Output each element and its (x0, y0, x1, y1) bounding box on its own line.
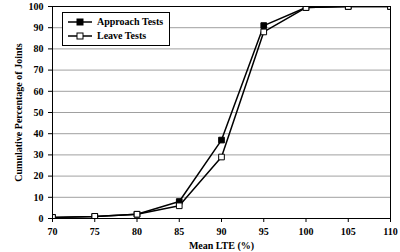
svg-text:105: 105 (341, 226, 356, 237)
svg-text:75: 75 (90, 226, 100, 237)
svg-text:100: 100 (29, 1, 44, 12)
svg-text:80: 80 (34, 43, 44, 54)
svg-text:60: 60 (34, 86, 44, 97)
svg-text:110: 110 (383, 226, 397, 237)
svg-text:30: 30 (34, 149, 44, 160)
svg-text:0: 0 (39, 213, 44, 224)
svg-text:85: 85 (174, 226, 184, 237)
svg-text:70: 70 (34, 64, 44, 75)
svg-text:20: 20 (34, 170, 44, 181)
svg-text:Cumulative Percentage of Joint: Cumulative Percentage of Joints (13, 43, 24, 182)
svg-text:Mean LTE (%): Mean LTE (%) (189, 240, 254, 252)
svg-text:70: 70 (48, 226, 58, 237)
svg-text:10: 10 (34, 192, 44, 203)
svg-text:100: 100 (299, 226, 314, 237)
svg-text:90: 90 (34, 22, 44, 33)
svg-text:40: 40 (34, 128, 44, 139)
svg-text:95: 95 (259, 226, 269, 237)
html-text:Leave Tests: Leave Tests (97, 30, 147, 41)
svg-text:90: 90 (217, 226, 227, 237)
svg-text:80: 80 (132, 226, 142, 237)
svg-text:50: 50 (34, 107, 44, 118)
html-text:Approach Tests: Approach Tests (97, 16, 164, 27)
